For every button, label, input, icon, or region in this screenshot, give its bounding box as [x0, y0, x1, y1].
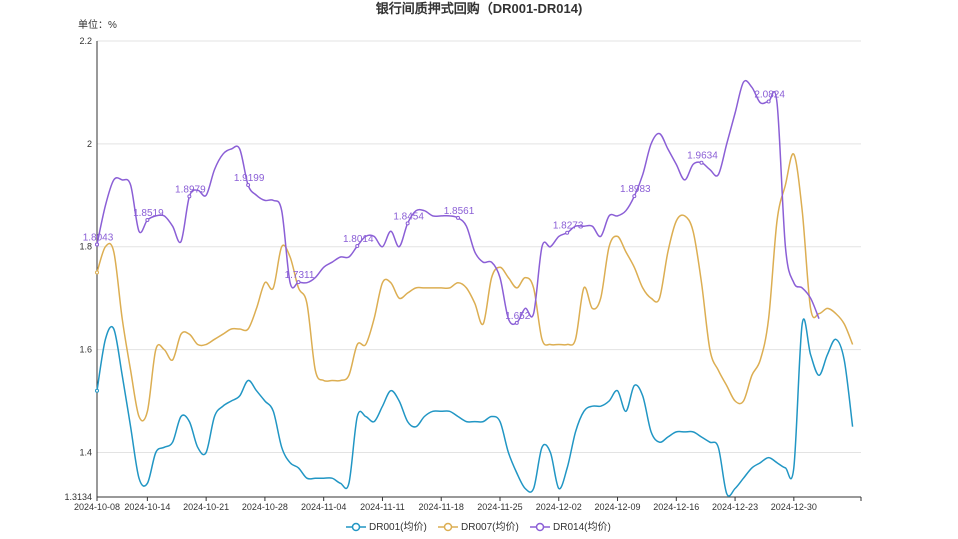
axes: 1.3134 1.4 1.6 1.8 2 2.2 2024-10-08 2024-10-14 2…: [64, 36, 862, 512]
grid-lines: [97, 40, 861, 453]
legend-item[interactable]: DR001(均价): [346, 521, 427, 533]
series-point: [95, 270, 99, 275]
series-point: [296, 280, 301, 285]
x-tick-label: 2024-11-18: [419, 502, 464, 512]
series-line-3: [96, 79, 820, 326]
series-point: [699, 160, 704, 165]
series-point: [456, 215, 461, 220]
legend-marker: [535, 522, 545, 532]
data-label: 1.8273: [553, 221, 584, 232]
data-label: 1.8454: [393, 211, 424, 222]
legend-item[interactable]: DR007(均价): [438, 521, 519, 533]
series-point: [355, 244, 360, 249]
series-line-2: [96, 153, 854, 422]
series-point: [565, 230, 570, 235]
legend-label: DR007(均价): [461, 521, 519, 533]
data-label: 2.0824: [754, 89, 785, 100]
series-point: [95, 388, 99, 393]
series-point: [632, 194, 637, 199]
legend[interactable]: DR001(均价) DR007(均价) DR014(均价): [346, 521, 611, 533]
x-tick-label: 2024-11-25: [477, 502, 522, 512]
data-label: 1.9199: [234, 173, 265, 184]
data-label: 1.8979: [175, 184, 206, 195]
series-point: [145, 218, 150, 223]
data-label: 1.8519: [133, 208, 164, 219]
x-tick-label: 2024-10-08: [74, 502, 120, 512]
unit-label: 单位：%: [78, 18, 117, 31]
x-tick-label: 2024-10-21: [183, 502, 229, 512]
series-point: [514, 320, 519, 325]
y-tick-label: 1.8: [79, 242, 92, 252]
legend-item[interactable]: DR014(均价): [530, 521, 611, 533]
legend-label: DR014(均价): [553, 521, 611, 533]
y-tick-label: 2: [87, 139, 92, 149]
x-tick-label: 2024-12-02: [536, 502, 582, 512]
series-point: [405, 221, 410, 226]
x-tick-label: 2024-10-28: [242, 502, 288, 512]
data-label: 1.652: [505, 311, 530, 322]
series-point: [766, 99, 771, 104]
x-tick-label: 2024-12-30: [771, 502, 817, 512]
legend-marker: [443, 522, 453, 532]
legend-marker: [351, 522, 361, 532]
data-label: 1.7311: [285, 270, 315, 281]
data-label: 1.8014: [343, 234, 374, 245]
data-label: 1.9634: [687, 151, 718, 162]
x-tick-label: 2024-12-09: [595, 502, 641, 512]
y-tick-label: 1.4: [79, 447, 92, 457]
x-tick-label: 2024-12-23: [712, 502, 758, 512]
data-labels: 1.8043 1.8519 1.8979 1.9199 1.7311 1.8014 1.84…: [83, 89, 786, 321]
data-label: 1.8561: [444, 206, 475, 217]
y-tick-label: 1.6: [79, 345, 92, 355]
x-tick-label: 2024-10-14: [124, 502, 170, 512]
series-point: [246, 183, 251, 188]
data-label: 1.8983: [620, 184, 651, 195]
series-line-1: [96, 318, 854, 497]
series-point: [187, 194, 192, 199]
series-point: [95, 242, 99, 247]
chart-title: 银行间质押式回购（DR001-DR014): [376, 1, 583, 16]
y-tick-label: 2.2: [79, 36, 92, 46]
x-tick-label: 2024-12-16: [653, 502, 699, 512]
data-label: 1.8043: [83, 233, 114, 244]
series-lines: [95, 79, 854, 497]
x-tick-label: 2024-11-11: [360, 502, 405, 512]
y-tick-label: 1.3134: [64, 492, 92, 502]
x-tick-label: 2024-11-04: [301, 502, 346, 512]
legend-label: DR001(均价): [369, 521, 427, 533]
